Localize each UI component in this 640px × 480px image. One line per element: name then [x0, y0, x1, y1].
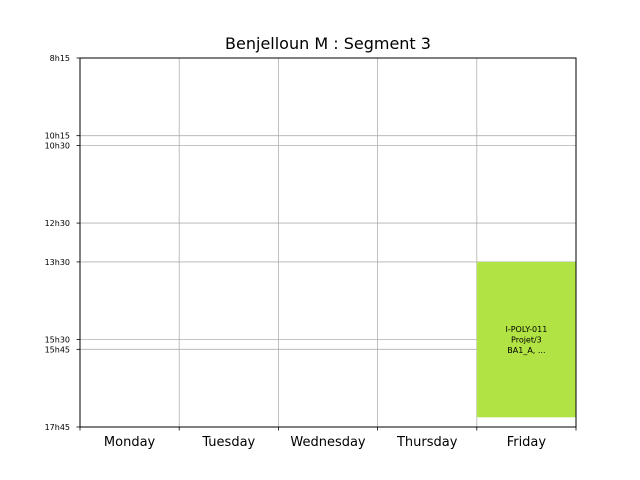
x-tick-label: Thursday [396, 435, 458, 450]
event-label: BA1_A, ... [507, 346, 545, 355]
y-tick-label: 8h15 [50, 54, 70, 63]
chart-title: Benjelloun M : Segment 3 [225, 34, 431, 53]
y-tick-label: 12h30 [45, 219, 70, 228]
y-tick-label: 17h45 [45, 423, 70, 432]
x-tick-label: Wednesday [290, 435, 366, 450]
y-tick-label: 13h30 [45, 258, 70, 267]
y-tick-label: 10h30 [45, 141, 70, 150]
x-tick-label: Tuesday [201, 435, 255, 450]
event-block [476, 261, 576, 418]
x-tick-label: Monday [104, 435, 156, 450]
plot-frame [79, 57, 577, 428]
events: I-POLY-011 Projet/3BA1_A, ... [476, 261, 576, 418]
x-axis: Monday Tuesday Wednesday Thursday Friday [79, 427, 577, 450]
y-tick-label: 15h30 [45, 336, 70, 345]
event-label: I-POLY-011 [505, 325, 547, 334]
x-tick-label: Friday [507, 435, 547, 450]
y-tick-label: 10h15 [45, 132, 70, 141]
y-tick-label: 15h45 [45, 345, 70, 354]
event-label: Projet/3 [511, 336, 542, 345]
